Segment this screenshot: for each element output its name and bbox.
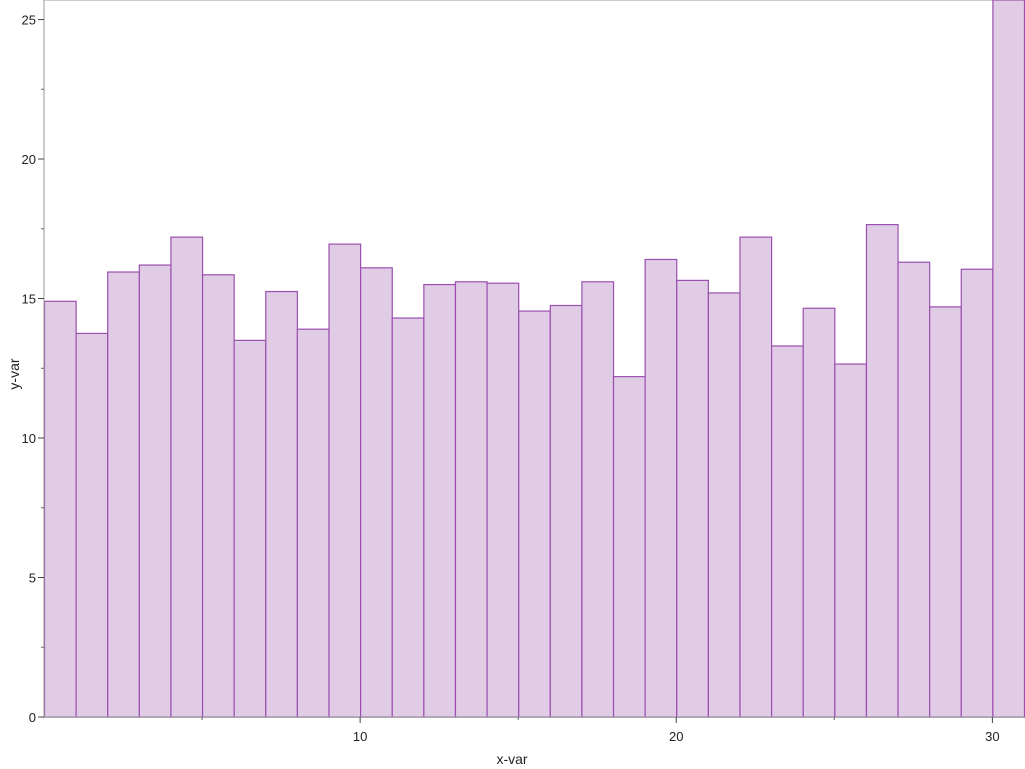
bar [518,310,551,718]
x-axis: 10 20 30 [44,716,1024,744]
bar [43,300,77,718]
y-tick-label: 20 [22,152,36,167]
bar [897,261,931,718]
bar [296,328,330,718]
bar [138,264,172,718]
bar [581,281,615,718]
bar [233,339,267,718]
bar [770,345,804,718]
bar [802,307,836,718]
y-axis: 0 5 10 15 20 25 [22,0,45,725]
bar [360,267,393,718]
bar [423,283,457,718]
y-tick-label: 25 [22,13,36,28]
bar [960,268,994,718]
bar [865,223,899,718]
bar [612,376,646,718]
bar [328,243,362,718]
bar [75,332,109,718]
x-tick-label: 30 [985,729,999,744]
bar [707,292,741,718]
x-tick-label: 10 [353,729,367,744]
y-tick-label: 10 [22,431,36,446]
y-tick-label: 5 [29,571,36,586]
bar [454,281,488,718]
bar [201,274,235,718]
y-tick-label: 0 [29,710,36,725]
bar [644,258,678,718]
bar [929,306,962,718]
bar [265,290,299,718]
bar [170,236,204,718]
bar [107,271,140,718]
bar [549,304,583,718]
bars [43,0,1025,718]
bar [739,236,773,718]
y-tick-label: 15 [22,292,36,307]
bar [992,0,1025,718]
bar [676,279,709,718]
bar [486,282,520,718]
x-tick-label: 20 [669,729,683,744]
bar [391,317,425,718]
y-axis-title: y-var [6,358,22,389]
bar [834,363,868,718]
x-axis-title: x-var [496,751,527,767]
